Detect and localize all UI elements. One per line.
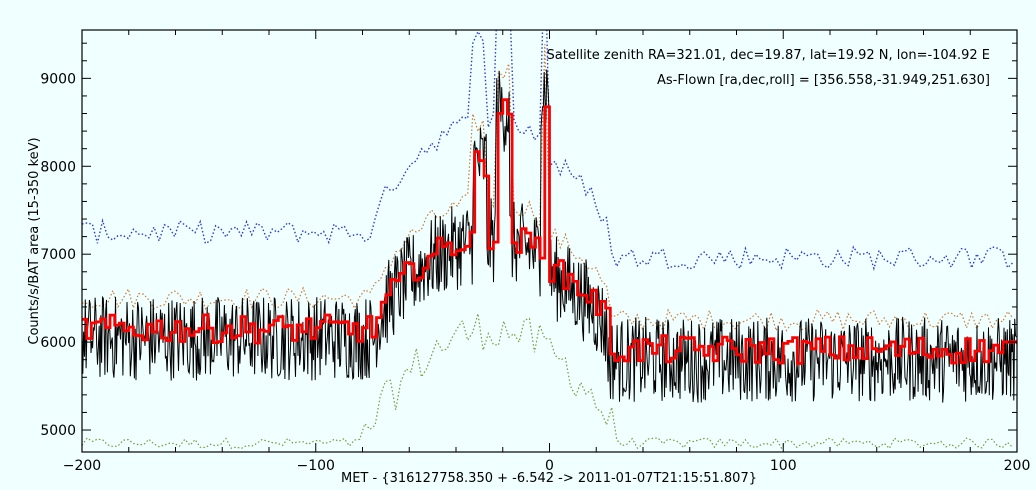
series-blue-dotted xyxy=(82,30,1014,271)
x-tick-label: 200 xyxy=(1004,458,1031,474)
y-tick-label: 7000 xyxy=(40,247,76,263)
attitude-annotation: As-Flown [ra,dec,roll] = [356.558,-31.94… xyxy=(657,73,990,88)
y-tick-label: 6000 xyxy=(40,335,76,351)
x-tick-label: 0 xyxy=(545,458,554,474)
y-tick-labels: 5000 6000 7000 8000 9000 xyxy=(40,71,76,439)
x-tick-label: −200 xyxy=(63,458,101,474)
x-tick-label: 100 xyxy=(770,458,797,474)
x-axis-title: MET - {316127758.350 + -6.542 -> 2011-01… xyxy=(341,471,757,486)
y-tick-label: 8000 xyxy=(40,159,76,175)
y-tick-label: 9000 xyxy=(40,71,76,87)
zenith-annotation: Satellite zenith RA=321.01, dec=19.87, l… xyxy=(547,48,990,63)
plot-frame xyxy=(81,29,1018,453)
x-tick-labels: −200 −100 0 100 200 xyxy=(63,458,1031,474)
x-tick-label: −100 xyxy=(297,458,335,474)
series-red-binned xyxy=(82,98,1017,365)
y-axis-title: Counts/s/BAT area (15-350 keV) xyxy=(27,137,42,344)
y-tick-label: 5000 xyxy=(40,423,76,439)
